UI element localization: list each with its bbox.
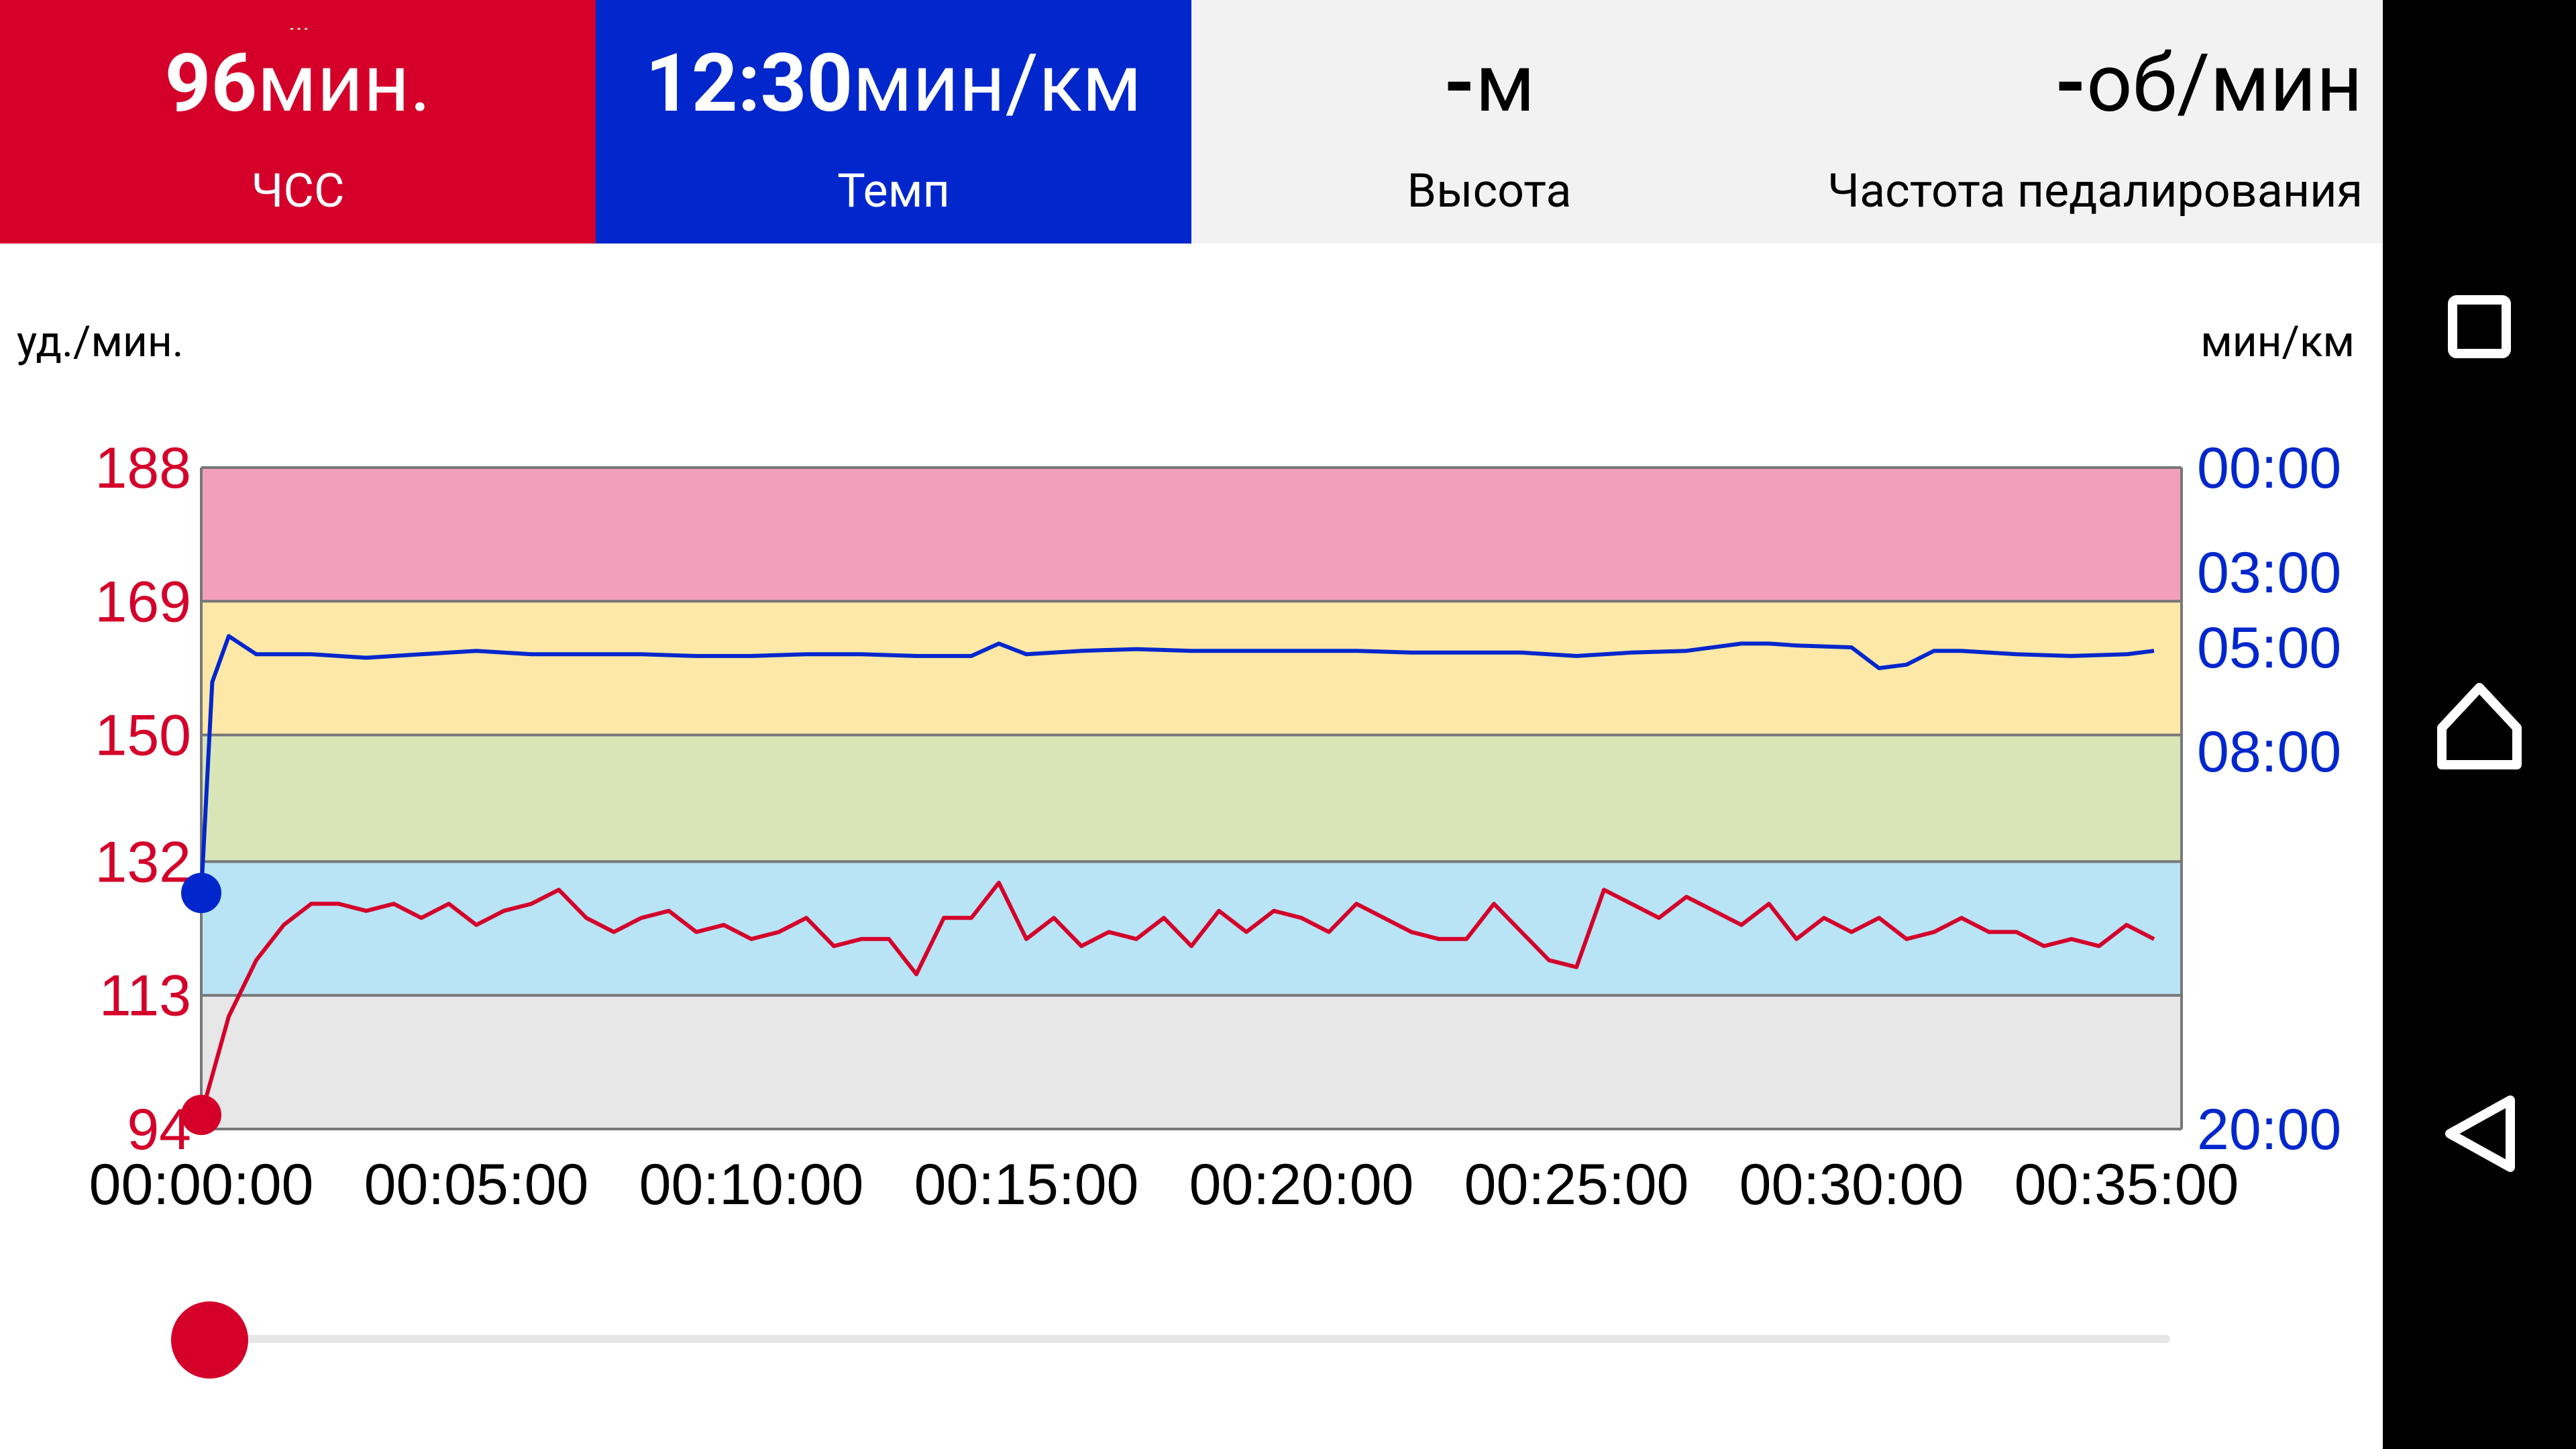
hr-tick-label: 169: [95, 570, 192, 634]
hr-label: ЧСС: [251, 164, 345, 219]
hr-value-line: 96мин.: [0, 34, 596, 134]
recents-icon: [2448, 295, 2511, 358]
system-navigation-bar: [2383, 0, 2576, 1449]
altitude-value-line: -м: [1191, 34, 1787, 134]
pace-tick-label: 20:00: [2197, 1097, 2341, 1162]
home-button[interactable]: [2383, 644, 2576, 818]
timeline-slider[interactable]: [171, 1295, 2184, 1389]
hr-pace-chart[interactable]: 188 169 150 132 113 94 00:00 03:00 05:00 08:00 20:…: [0, 244, 2383, 1449]
altitude-label: Высота: [1407, 164, 1572, 219]
pace-value: 12:30: [645, 37, 853, 131]
pace-axis-unit: мин/км: [2200, 317, 2355, 367]
hr-start-marker: [181, 1095, 221, 1136]
cadence-tile[interactable]: -об/мин Частота педалирования: [1787, 0, 2383, 244]
cadence-value: -: [2054, 37, 2087, 131]
x-tick-label: 00:35:00: [2015, 1152, 2239, 1217]
hr-tick-label: 94: [127, 1097, 191, 1162]
hr-tick-label: 132: [95, 830, 192, 894]
slider-track[interactable]: [211, 1335, 2170, 1343]
hr-zone-band-5: [201, 995, 2182, 1129]
pace-tick-label: 05:00: [2197, 616, 2341, 680]
hr-tile[interactable]: ... 96мин. ЧСС: [0, 0, 596, 244]
cadence-value-unit: об/мин: [2086, 37, 2363, 131]
x-tick-label: 00:25:00: [1464, 1152, 1689, 1217]
x-tick-label: 00:20:00: [1189, 1152, 1414, 1217]
hr-tick-label: 150: [95, 704, 192, 768]
hr-zone-band-2: [201, 601, 2182, 735]
hr-tick-label: 113: [99, 964, 191, 1028]
x-tick-label: 00:30:00: [1739, 1152, 1964, 1217]
hr-axis-unit: уд./мин.: [17, 317, 184, 367]
hr-series-line: [199, 880, 2155, 1116]
slider-thumb[interactable]: [171, 1301, 248, 1379]
pace-tick-label: 08:00: [2197, 720, 2341, 784]
back-icon: [2445, 1095, 2515, 1172]
x-tick-label: 00:05:00: [364, 1152, 589, 1217]
hr-zone-band-4: [201, 861, 2182, 996]
pace-series-line: [199, 634, 2155, 894]
pace-start-marker: [181, 873, 221, 914]
altitude-tile[interactable]: -м Высота: [1191, 0, 1787, 244]
pace-tick-label: 03:00: [2197, 541, 2341, 605]
x-tick-label: 00:00:00: [89, 1152, 314, 1217]
pace-value-unit: мин/км: [853, 37, 1142, 131]
x-tick-label: 00:10:00: [639, 1152, 864, 1217]
x-tick-label: 00:15:00: [914, 1152, 1139, 1217]
cadence-value-line: -об/мин: [2055, 34, 2363, 134]
hr-zone-band-1: [201, 468, 2182, 602]
pace-tick-label: 00:00: [2197, 436, 2341, 500]
recents-button[interactable]: [2383, 241, 2576, 416]
altitude-value-unit: м: [1475, 37, 1536, 131]
pace-tile[interactable]: 12:30мин/км Темп: [596, 0, 1191, 244]
hr-value: 96: [164, 37, 258, 131]
cadence-label: Частота педалирования: [1827, 164, 2363, 219]
altitude-value: -: [1443, 37, 1476, 131]
back-button[interactable]: [2383, 1046, 2576, 1221]
home-icon: [2437, 683, 2522, 769]
hr-tick-label: 188: [95, 436, 192, 500]
pace-label: Темп: [837, 164, 950, 219]
clipped-text: ...: [288, 12, 310, 30]
hr-value-unit: мин.: [257, 37, 431, 131]
pace-value-line: 12:30мин/км: [596, 34, 1191, 134]
hr-zone-band-3: [201, 735, 2182, 862]
